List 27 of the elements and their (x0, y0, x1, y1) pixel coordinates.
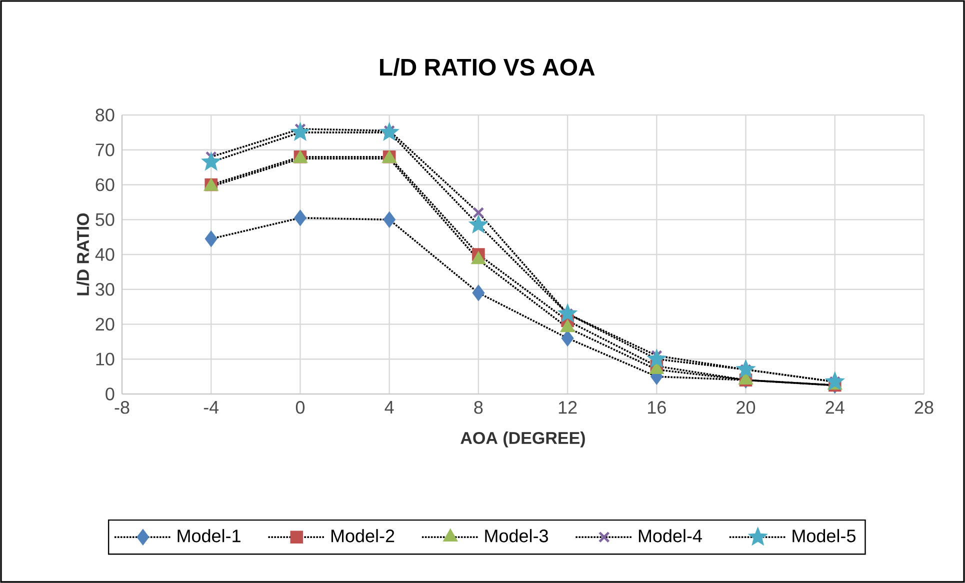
x-tick-label: -8 (114, 401, 130, 414)
x-tick-label: 0 (296, 401, 305, 414)
y-tick-label: 30 (96, 282, 114, 296)
x-tick-label: 28 (914, 401, 934, 414)
legend-label: Model-4 (638, 529, 702, 542)
y-tick-label: 50 (96, 213, 114, 226)
x-tick-label: -4 (204, 401, 219, 414)
legend-label: Model-2 (331, 529, 394, 542)
y-tick-label: 80 (96, 108, 114, 122)
chart-title: L/D RATIO VS AOA (380, 58, 595, 76)
y-axis-title: L/D RATIO (76, 213, 90, 296)
x-tick-label: 12 (558, 401, 577, 414)
legend-label: Model-5 (792, 529, 856, 542)
x-tick-label: 4 (384, 401, 394, 414)
x-tick-label: 24 (826, 401, 844, 414)
y-tick-label: 0 (106, 388, 114, 400)
x-axis-title: AOA (DEGREE) (460, 432, 585, 448)
x-tick-label: 16 (648, 401, 666, 414)
legend-label: Model-3 (485, 529, 548, 542)
y-tick-label: 70 (96, 144, 114, 156)
x-tick-label: 20 (736, 401, 756, 414)
y-tick-label: 40 (95, 248, 114, 261)
y-tick-label: 20 (96, 318, 114, 331)
y-tick-label: 10 (96, 352, 114, 366)
y-tick-label: 60 (96, 178, 114, 192)
legend-label: Model-1 (178, 529, 240, 542)
x-tick-label: 8 (474, 401, 483, 414)
